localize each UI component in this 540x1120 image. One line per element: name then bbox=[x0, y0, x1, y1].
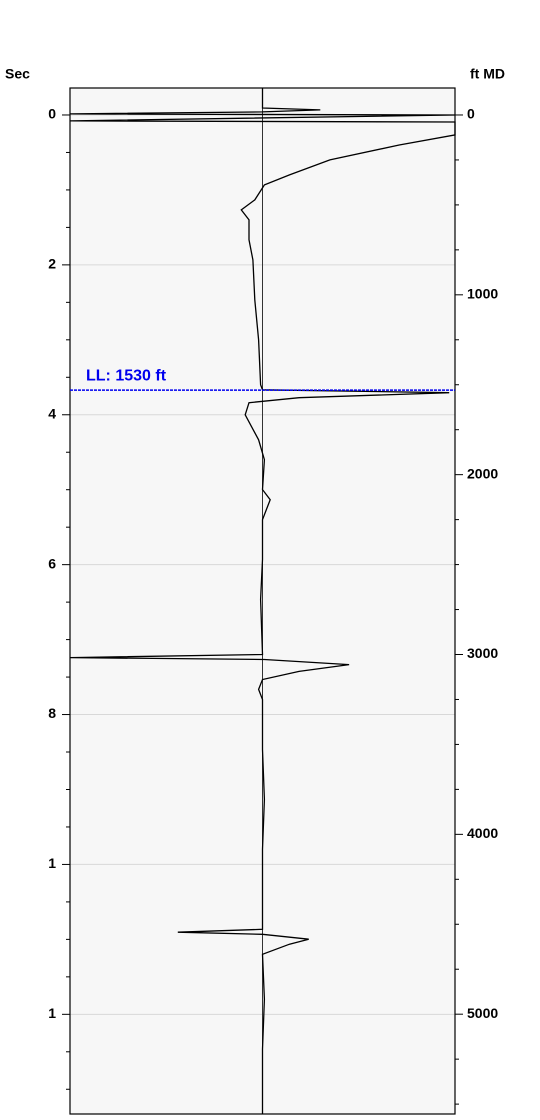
y2-tick-label: 1000 bbox=[467, 286, 498, 302]
y-tick-label: 0 bbox=[48, 106, 56, 122]
right-axis-label: ft MD bbox=[470, 66, 505, 82]
log-curve bbox=[69, 88, 456, 1114]
y-tick-label: 6 bbox=[48, 555, 56, 571]
y2-tick-label: 4000 bbox=[467, 825, 498, 841]
y-tick-label: 1 bbox=[48, 1005, 56, 1021]
left-axis-label: Sec bbox=[5, 66, 30, 82]
y-tick-label: 8 bbox=[48, 705, 56, 721]
y-tick-label: 1 bbox=[48, 855, 56, 871]
y2-tick-label: 2000 bbox=[467, 465, 498, 481]
annotation-label: LL: 1530 ft bbox=[86, 367, 167, 384]
y2-tick-label: 3000 bbox=[467, 645, 498, 661]
y-tick-label: 2 bbox=[48, 256, 56, 272]
y-tick-label: 4 bbox=[48, 405, 56, 421]
y2-tick-label: 5000 bbox=[467, 1005, 498, 1021]
y2-tick-label: 0 bbox=[467, 106, 475, 122]
